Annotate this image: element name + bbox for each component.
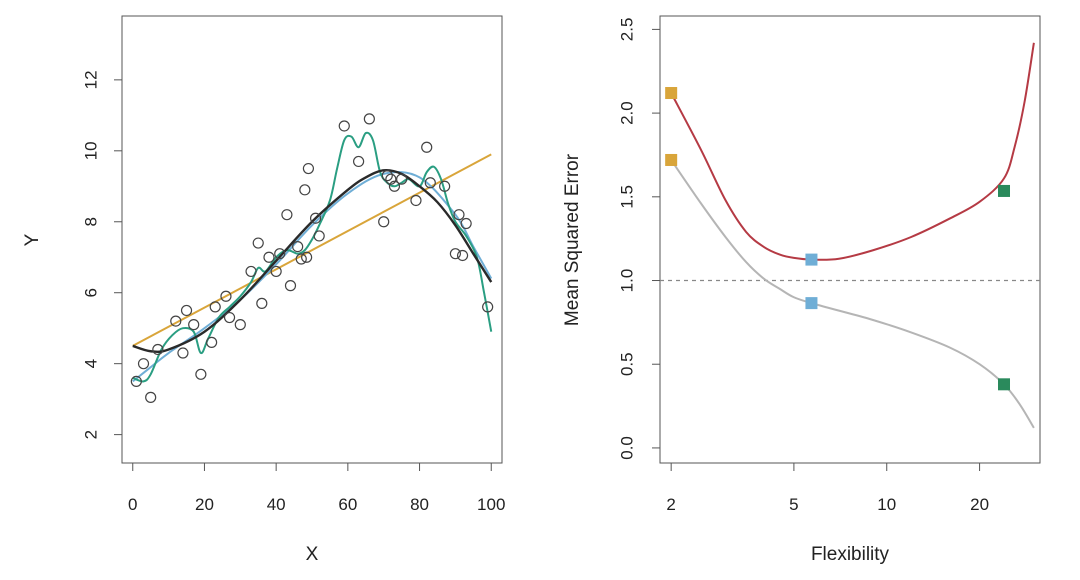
data-point [284,280,297,292]
left-series [132,131,493,383]
right-series [660,42,1040,429]
data-point [453,209,465,221]
left-x-tick-label: 60 [338,495,357,514]
left-x-tick-label: 40 [267,495,286,514]
data-point [245,265,257,278]
right-y-tick-label: 1.5 [617,185,636,209]
data-point [460,217,472,230]
left-series-smooth [132,171,493,383]
data-point [363,113,375,125]
data-point [338,120,350,132]
data-point [439,180,451,192]
data-point [353,155,365,168]
right-y-tick-label: 0.0 [617,436,636,460]
data-point [177,347,189,359]
left-series-truth [132,168,493,354]
data-point [302,162,315,175]
left-series-linear [132,153,492,347]
right-series-test [670,42,1035,261]
right-x-tick-label: 2 [666,495,675,514]
square-marker [998,184,1011,197]
right-x-tick-label: 10 [877,495,896,514]
left-points [130,113,494,403]
data-point [396,173,408,185]
left-y-tick-label: 4 [81,359,100,368]
data-point [195,368,207,380]
square-marker [665,153,678,166]
right-y-axis-title: Mean Squared Error [562,153,583,326]
left-x-tick-label: 20 [195,495,214,514]
data-point [410,194,422,207]
left-x-tick-label: 80 [410,495,429,514]
right-y-tick-label: 2.5 [617,18,636,42]
left-panel: 0 20 40 60 80 100 2 4 6 8 10 12 X Y [22,15,505,565]
data-point [137,358,150,370]
data-point [281,209,293,221]
data-point [424,177,436,189]
data-point [313,230,325,242]
data-point [170,315,182,327]
square-marker [805,297,818,310]
data-point [292,240,304,253]
right-x-tick-label: 5 [789,495,798,514]
right-series-train [670,159,1035,429]
right-x-axis: 2 5 10 20 [666,462,989,514]
data-point [263,251,275,263]
data-point [252,237,264,249]
square-marker [665,87,678,100]
square-marker [805,253,818,266]
data-point [209,301,221,313]
right-panel: 2 5 10 20 0.0 0.5 1.0 1.5 2.0 2.5 Flexibility Me… [562,15,1041,565]
left-y-tick-label: 10 [81,141,100,160]
right-y-axis: 0.0 0.5 1.0 1.5 2.0 2.5 [617,18,661,460]
data-point [188,319,200,331]
data-point [234,319,246,331]
data-point [421,141,433,153]
data-point [301,251,313,263]
right-x-tick-label: 20 [970,495,989,514]
right-y-tick-label: 2.0 [617,101,636,125]
data-point [309,212,322,224]
data-point [378,216,390,228]
left-x-tick-label: 0 [128,495,137,514]
right-plot-frame [659,15,1041,464]
data-point [385,173,397,185]
left-y-axis-title: Y [22,233,43,246]
data-point [180,304,193,317]
left-y-axis: 2 4 6 8 10 12 [81,70,123,439]
data-point [223,311,236,324]
data-point [270,265,282,278]
data-point [130,375,142,388]
right-x-axis-title: Flexibility [811,544,890,565]
right-markers [665,87,1011,391]
square-marker [998,378,1011,391]
left-y-tick-label: 6 [81,288,100,297]
left-y-tick-label: 8 [81,217,100,226]
data-point [299,184,311,196]
left-y-tick-label: 2 [81,430,100,439]
data-point [256,297,268,309]
left-x-axis: 0 20 40 60 80 100 [128,462,505,514]
data-point [206,336,218,348]
left-y-tick-label: 12 [81,70,100,89]
data-point [152,343,164,356]
data-point [449,248,461,260]
left-x-axis-title: X [306,544,319,565]
data-point [381,170,393,182]
data-point [482,301,494,313]
right-y-tick-label: 1.0 [617,269,636,293]
data-point [388,180,401,192]
data-point [274,248,286,260]
data-point [220,290,232,302]
data-point [456,249,469,262]
left-series-wiggly [132,131,493,383]
data-point [295,253,307,265]
data-point [145,391,157,403]
right-y-tick-label: 0.5 [617,352,636,376]
left-x-tick-label: 100 [477,495,505,514]
